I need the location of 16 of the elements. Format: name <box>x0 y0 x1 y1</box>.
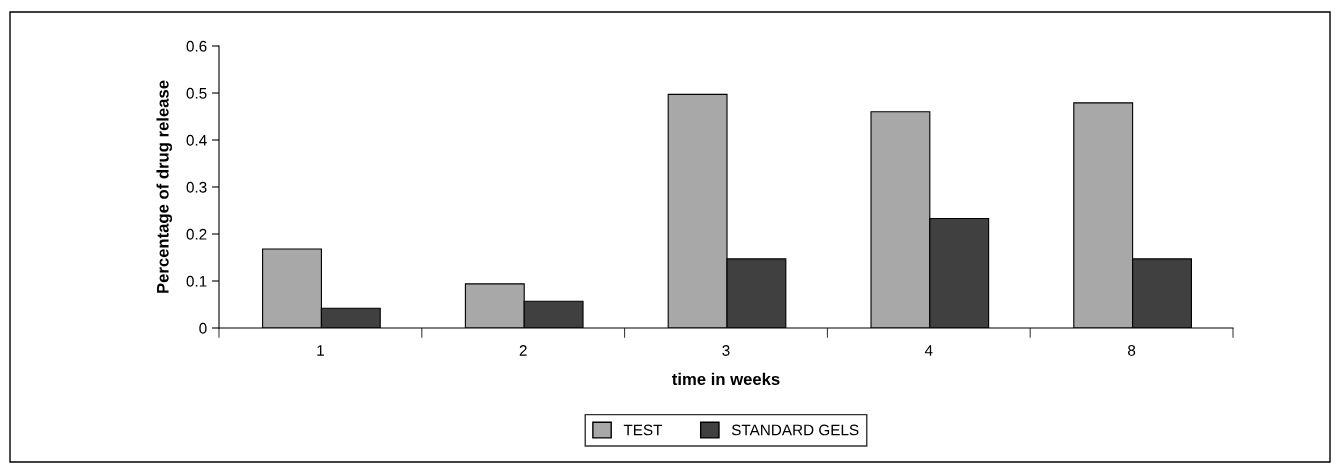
x-tick-label: 2 <box>519 345 527 356</box>
y-tick-label: 0.5 <box>186 87 207 99</box>
y-tick-label: 0.2 <box>186 228 207 240</box>
y-tick-label: 0 <box>199 322 207 334</box>
y-tick-label: 0.4 <box>186 134 207 146</box>
x-tick-label: 4 <box>924 345 933 356</box>
x-tick-label: 3 <box>722 345 730 356</box>
x-tick-label: 1 <box>317 345 324 356</box>
x-axis-title: time in weeks <box>672 372 780 386</box>
legend-label: TEST <box>623 424 663 436</box>
y-tick-label: 0.3 <box>186 181 207 193</box>
y-tick-label: 0.1 <box>186 275 207 287</box>
legend-label: STANDARD GELS <box>731 424 859 436</box>
y-axis-title: Percentage of drug release <box>156 80 173 293</box>
y-tick-label: 0.6 <box>186 40 207 52</box>
x-tick-label: 8 <box>1128 345 1136 356</box>
